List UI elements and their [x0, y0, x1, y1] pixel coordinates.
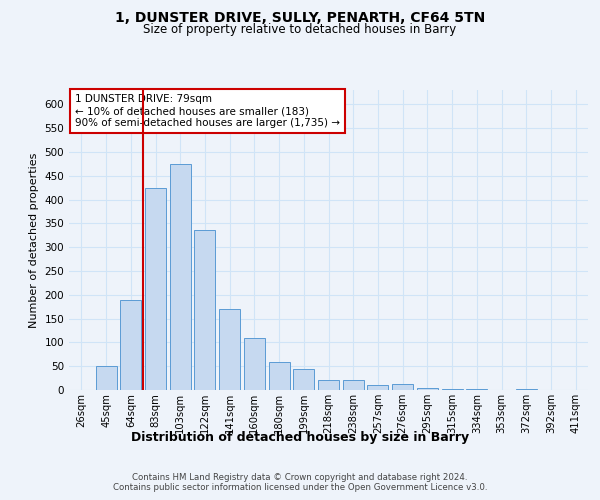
- Text: 1 DUNSTER DRIVE: 79sqm
← 10% of detached houses are smaller (183)
90% of semi-de: 1 DUNSTER DRIVE: 79sqm ← 10% of detached…: [75, 94, 340, 128]
- Bar: [120, 300, 141, 390]
- Text: Contains public sector information licensed under the Open Government Licence v3: Contains public sector information licen…: [113, 483, 487, 492]
- Bar: [442, 388, 463, 390]
- Text: Contains HM Land Registry data © Crown copyright and database right 2024.: Contains HM Land Registry data © Crown c…: [132, 473, 468, 482]
- Bar: [244, 338, 265, 390]
- Bar: [318, 380, 339, 390]
- Text: Size of property relative to detached houses in Barry: Size of property relative to detached ho…: [143, 22, 457, 36]
- Text: 1, DUNSTER DRIVE, SULLY, PENARTH, CF64 5TN: 1, DUNSTER DRIVE, SULLY, PENARTH, CF64 5…: [115, 11, 485, 25]
- Bar: [417, 388, 438, 390]
- Bar: [170, 164, 191, 390]
- Bar: [145, 188, 166, 390]
- Y-axis label: Number of detached properties: Number of detached properties: [29, 152, 39, 328]
- Bar: [219, 309, 240, 390]
- Bar: [95, 366, 116, 390]
- Bar: [392, 384, 413, 390]
- Bar: [343, 380, 364, 390]
- Bar: [293, 368, 314, 390]
- Text: Distribution of detached houses by size in Barry: Distribution of detached houses by size …: [131, 431, 469, 444]
- Bar: [269, 362, 290, 390]
- Bar: [516, 389, 537, 390]
- Bar: [367, 385, 388, 390]
- Bar: [466, 389, 487, 390]
- Bar: [194, 230, 215, 390]
